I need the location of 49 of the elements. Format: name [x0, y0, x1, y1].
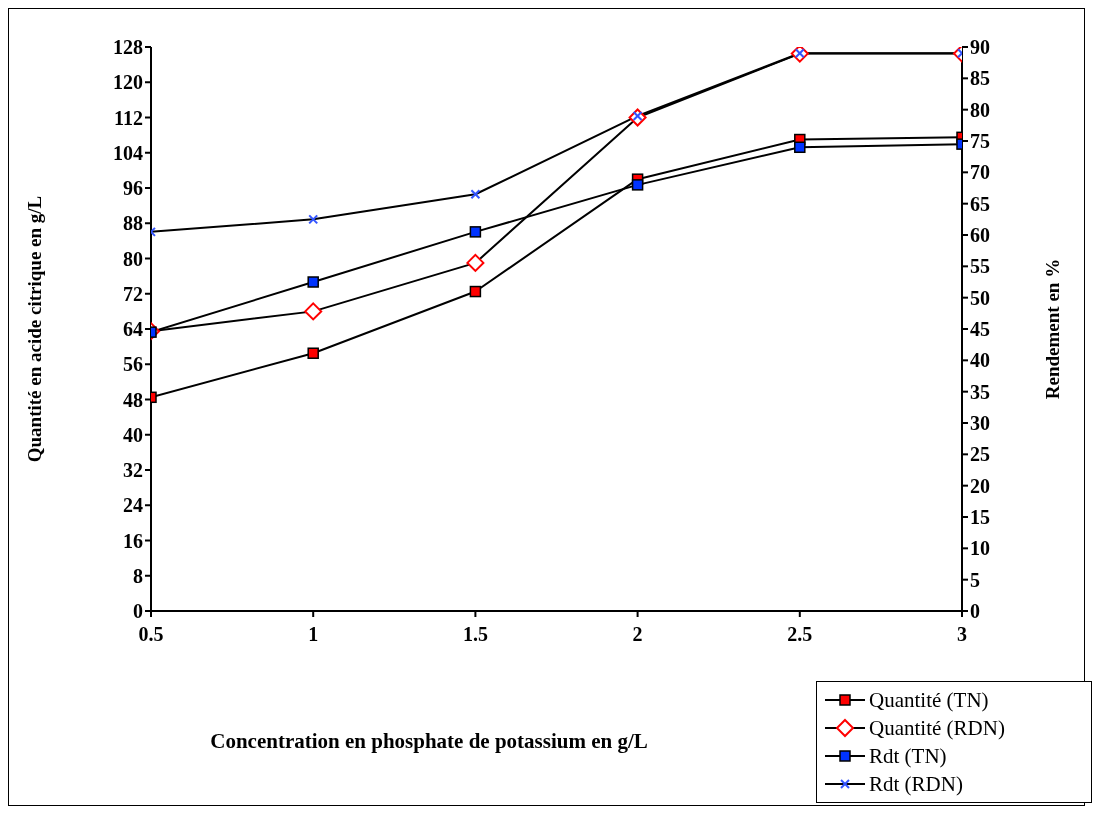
x-tick-label: 2 [632, 623, 643, 646]
y2-tick-label: 85 [970, 67, 990, 90]
legend-label: Quantité (TN) [869, 687, 989, 713]
y-tick-label: 40 [123, 423, 143, 446]
y2-tick-label: 75 [970, 130, 990, 153]
y-tick-label: 112 [114, 106, 143, 129]
y2-tick-label: 55 [970, 255, 990, 278]
y2-tick-label: 60 [970, 224, 990, 247]
y2-tick-label: 35 [970, 380, 990, 403]
y2-tick-label: 90 [970, 36, 990, 59]
x-tick-label: 3 [957, 623, 967, 646]
y-tick-label: 48 [123, 388, 143, 411]
y-tick-label: 120 [113, 71, 143, 94]
y2-tick-label: 25 [970, 443, 990, 466]
y-tick-label: 24 [123, 494, 143, 517]
y2-tick-label: 5 [970, 568, 980, 591]
y-tick-label: 32 [123, 459, 143, 482]
y2-tick-label: 70 [970, 161, 990, 184]
y-tick-label: 128 [113, 36, 143, 59]
x-tick-label: 1.5 [462, 623, 488, 646]
y2-tick-label: 0 [970, 600, 980, 623]
y2-tick-label: 20 [970, 474, 990, 497]
x-axis-title: Concentration en phosphate de potassium en g/L [209, 729, 649, 754]
y-tick-label: 8 [133, 564, 143, 587]
legend-label: Rdt (RDN) [869, 771, 963, 797]
y2-tick-label: 10 [970, 537, 990, 560]
y-tick-label: 88 [123, 212, 143, 235]
y-tick-label: 0 [133, 600, 143, 623]
x-tick-label: 0.5 [138, 623, 164, 646]
y2-tick-label: 45 [970, 318, 990, 341]
y2-tick-label: 15 [970, 506, 990, 529]
legend-label: Rdt (TN) [869, 743, 947, 769]
y-tick-label: 96 [123, 177, 143, 200]
y2-tick-label: 50 [970, 286, 990, 309]
y-axis-title: Quantité en acide citrique en g/L [23, 195, 45, 463]
x-tick-label: 2.5 [787, 623, 813, 646]
y-tick-label: 16 [123, 529, 143, 552]
y2-tick-label: 30 [970, 412, 990, 435]
y-tick-label: 104 [113, 141, 143, 164]
y2-tick-label: 40 [970, 349, 990, 372]
legend-label: Quantité (RDN) [869, 715, 1005, 741]
y-tick-label: 64 [123, 318, 143, 341]
y-tick-label: 56 [123, 353, 143, 376]
y2-tick-label: 80 [970, 98, 990, 121]
y2-axis-title: Rendement en % [1041, 258, 1063, 400]
y-tick-label: 80 [123, 247, 143, 270]
y2-tick-label: 65 [970, 192, 990, 215]
y-tick-label: 72 [123, 282, 143, 305]
x-tick-label: 1 [308, 623, 319, 646]
